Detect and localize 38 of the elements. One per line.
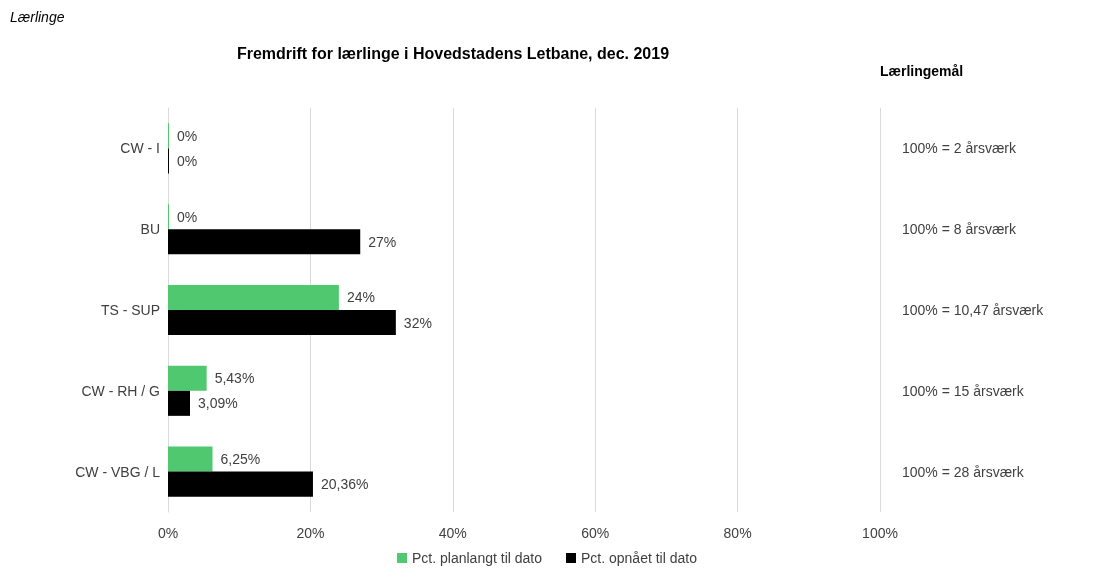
data-label: 3,09% bbox=[198, 395, 238, 412]
data-label: 27% bbox=[368, 233, 397, 250]
y-tick-label: TS - SUP bbox=[100, 302, 160, 318]
text: Lærlinge bbox=[10, 9, 65, 25]
data-label: 0% bbox=[177, 152, 198, 169]
y-tick-label: CW - I bbox=[120, 140, 160, 157]
data-label: 32% bbox=[403, 314, 432, 331]
bar bbox=[168, 229, 361, 255]
y2-axis-title: Lærlingemål bbox=[880, 63, 964, 79]
data-label: 0% bbox=[177, 208, 198, 225]
data-label: 24% bbox=[346, 289, 375, 306]
y2-tick-label: 100% = 15 årsværk bbox=[902, 382, 1025, 399]
bar bbox=[168, 471, 313, 497]
chart-title: Fremdrift for lærlinge i Hovedstadens Letbane, dec. 2019 bbox=[236, 44, 670, 62]
bar bbox=[168, 284, 339, 310]
x-tick-label: 20% bbox=[296, 525, 325, 541]
data-label: 0% bbox=[177, 127, 198, 144]
y2-tick-label: 100% = 8 årsværk bbox=[902, 221, 1017, 238]
bar bbox=[168, 446, 213, 472]
x-tick-label: 0% bbox=[157, 525, 179, 541]
x-tick-label: 100% bbox=[862, 525, 898, 541]
y-tick-label: BU bbox=[140, 221, 160, 238]
data-label: 5,43% bbox=[214, 370, 255, 387]
y2-tick-label: 100% = 10,47 årsværk bbox=[902, 302, 1045, 318]
y2-tick-label: 100% = 28 årsværk bbox=[902, 463, 1025, 480]
x-tick-label: 80% bbox=[723, 525, 752, 541]
data-label: 6,25% bbox=[220, 451, 261, 468]
bar bbox=[168, 390, 190, 416]
data-label: 20,36% bbox=[320, 476, 369, 493]
y-tick-label: CW - VBG / L bbox=[75, 463, 161, 480]
legend-label: Pct. planlangt til dato bbox=[412, 550, 543, 566]
legend-label: Pct. opnået til dato bbox=[581, 550, 698, 566]
y-tick-label: CW - RH / G bbox=[81, 382, 160, 399]
bar bbox=[168, 365, 207, 391]
bar bbox=[168, 310, 396, 336]
x-tick-label: 40% bbox=[438, 525, 467, 541]
x-tick-label: 60% bbox=[581, 525, 610, 541]
y2-tick-label: 100% = 2 årsværk bbox=[902, 140, 1017, 157]
